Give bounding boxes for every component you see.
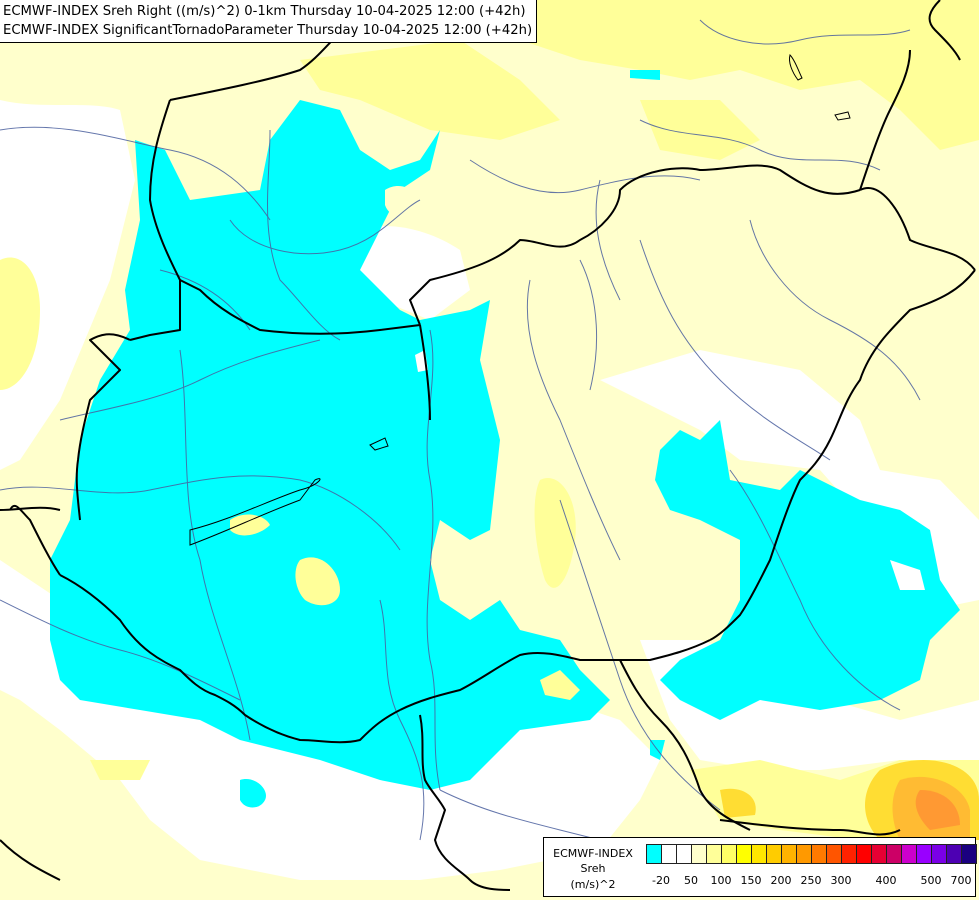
legend-tick-label: 150 [740,874,762,887]
legend-swatch [736,844,752,864]
legend-swatch [931,844,947,864]
legend-tick-label: 300 [830,874,852,887]
sreh-high-area [720,760,979,840]
legend-tick-label: 100 [710,874,732,887]
map-title-line-1: ECMWF-INDEX Sreh Right ((m/s)^2) 0-1km T… [3,4,526,19]
legend-swatch [841,844,857,864]
legend-swatch [916,844,932,864]
legend-tick-label: 50 [684,874,698,887]
legend-swatch [781,844,797,864]
legend-tick-label: 500 [920,874,942,887]
legend-tick-label: 200 [770,874,792,887]
legend-source: ECMWF-INDEX [553,847,633,860]
rivers [0,19,921,861]
legend-tick-label: 250 [800,874,822,887]
legend-tick-label: 400 [875,874,897,887]
legend-swatch [946,844,962,864]
legend-swatch [661,844,677,864]
legend-unit: (m/s)^2 [570,878,616,891]
legend-swatch [961,844,977,864]
legend-ticks: -20 50 100 150 200 250 300 400 500 700 [646,874,976,890]
legend-swatch [751,844,767,864]
legend-swatch [766,844,782,864]
lake-balaton [189,478,321,546]
legend-variable: Sreh [580,862,606,875]
legend-swatch [676,844,692,864]
legend-swatch [856,844,872,864]
map-title-box: ECMWF-INDEX Sreh Right ((m/s)^2) 0-1km T… [0,0,538,43]
legend-swatch [706,844,722,864]
legend-swatch [721,844,737,864]
legend-tick-label: -20 [652,874,670,887]
legend-swatch [811,844,827,864]
legend-swatch [796,844,812,864]
legend-swatch [826,844,842,864]
legend-swatch [691,844,707,864]
color-legend: ECMWF-INDEX Sreh (m/s)^2 -20 50 100 150 200 2… [543,837,977,897]
legend-swatch [646,844,662,864]
map-title-line-2: ECMWF-INDEX SignificantTornadoParameter … [3,23,533,38]
legend-swatch [886,844,902,864]
legend-tick-label: 700 [950,874,972,887]
legend-swatches [646,844,977,864]
legend-swatch [901,844,917,864]
legend-swatch [871,844,887,864]
lakes [189,54,851,546]
